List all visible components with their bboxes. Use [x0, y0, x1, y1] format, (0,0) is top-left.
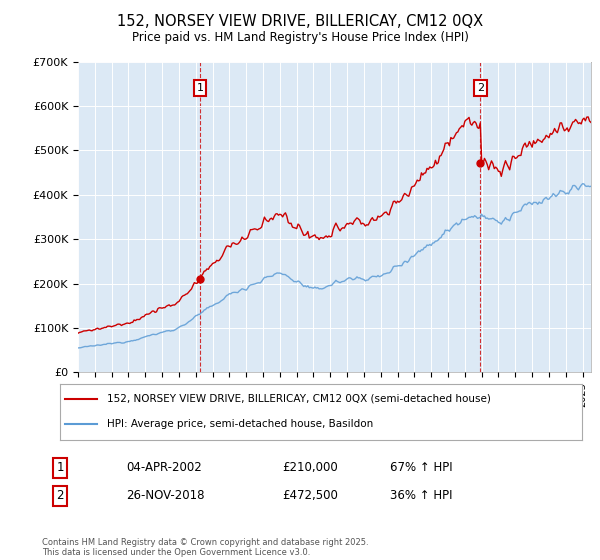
- Text: 26-NOV-2018: 26-NOV-2018: [126, 489, 205, 502]
- Text: 67% ↑ HPI: 67% ↑ HPI: [390, 461, 452, 474]
- Text: 04-APR-2002: 04-APR-2002: [126, 461, 202, 474]
- Text: 36% ↑ HPI: 36% ↑ HPI: [390, 489, 452, 502]
- Text: £210,000: £210,000: [282, 461, 338, 474]
- Text: 1: 1: [56, 461, 64, 474]
- Text: 152, NORSEY VIEW DRIVE, BILLERICAY, CM12 0QX: 152, NORSEY VIEW DRIVE, BILLERICAY, CM12…: [117, 14, 483, 29]
- Text: Price paid vs. HM Land Registry's House Price Index (HPI): Price paid vs. HM Land Registry's House …: [131, 31, 469, 44]
- Text: 152, NORSEY VIEW DRIVE, BILLERICAY, CM12 0QX (semi-detached house): 152, NORSEY VIEW DRIVE, BILLERICAY, CM12…: [107, 394, 491, 404]
- Text: Contains HM Land Registry data © Crown copyright and database right 2025.
This d: Contains HM Land Registry data © Crown c…: [42, 538, 368, 557]
- Text: HPI: Average price, semi-detached house, Basildon: HPI: Average price, semi-detached house,…: [107, 419, 373, 430]
- Text: £472,500: £472,500: [282, 489, 338, 502]
- Text: 2: 2: [56, 489, 64, 502]
- Text: 1: 1: [196, 83, 203, 93]
- Text: 2: 2: [477, 83, 484, 93]
